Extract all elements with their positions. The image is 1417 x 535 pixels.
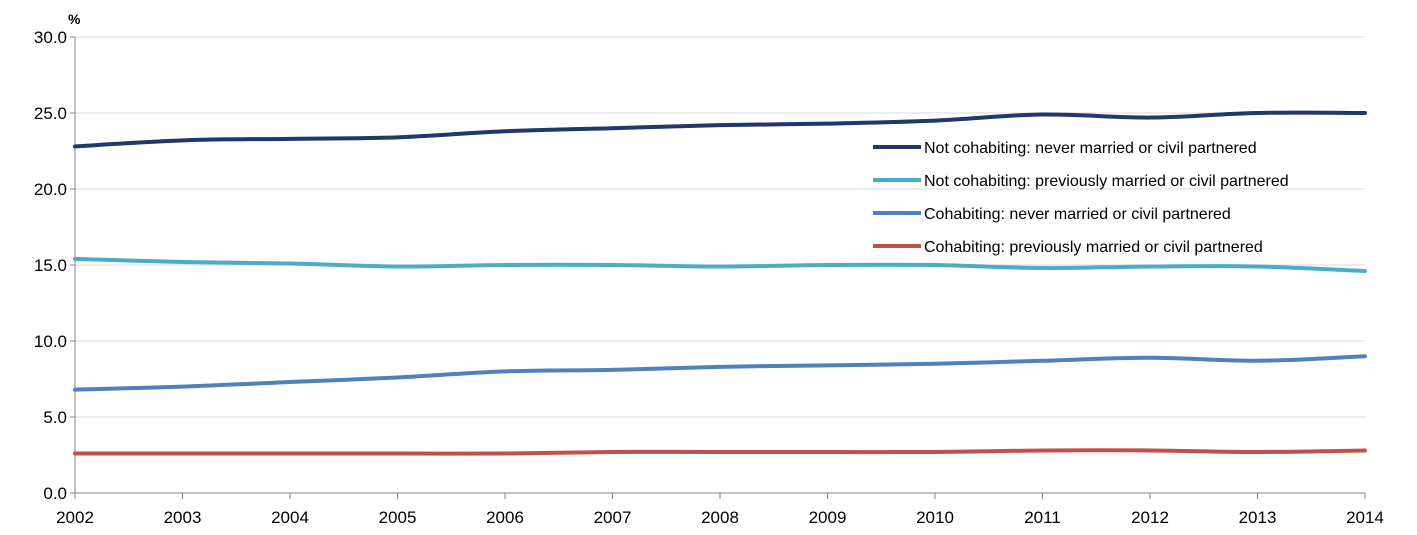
legend-item: Cohabiting: never married or civil partn…: [873, 206, 1231, 223]
y-tick-label: 5.0: [43, 408, 67, 427]
axes: [70, 36, 1366, 499]
x-axis-tick-labels: 2002 2003 2004 2005 2006 2007 2008 2009 2010 2011…: [56, 508, 1384, 527]
series-line-4: [73, 448, 1367, 456]
x-tick-label: 2014: [1346, 508, 1384, 527]
y-tick-label: 25.0: [34, 104, 67, 123]
x-tick-label: 2002: [56, 508, 94, 527]
x-tick-label: 2003: [164, 508, 202, 527]
x-tick-label: 2011: [1024, 508, 1061, 527]
legend-label: Cohabiting: previously married or civil …: [924, 239, 1263, 256]
series-line-3: [73, 354, 1367, 392]
y-tick-label: 0.0: [43, 484, 67, 503]
x-tick-label: 2008: [701, 508, 739, 527]
y-tick-label: 10.0: [34, 332, 67, 351]
y-tick-label: 20.0: [34, 180, 67, 199]
series-lines: [73, 110, 1367, 456]
y-axis-unit-label: %: [68, 11, 81, 27]
y-tick-label: 30.0: [34, 28, 67, 47]
series-line-2: [73, 256, 1367, 274]
x-tick-label: 2006: [486, 508, 524, 527]
legend-label: Not cohabiting: previously married or ci…: [924, 173, 1289, 190]
y-axis-tick-labels: 0.0 5.0 10.0 15.0 20.0 25.0 30.0: [34, 28, 67, 503]
x-tick-label: 2005: [379, 508, 417, 527]
y-tick-label: 15.0: [34, 256, 67, 275]
legend-item: Not cohabiting: never married or civil p…: [873, 140, 1257, 157]
series-line-1: [73, 110, 1367, 149]
x-tick-label: 2009: [809, 508, 847, 527]
legend-label: Cohabiting: never married or civil partn…: [924, 206, 1231, 223]
x-tick-label: 2007: [594, 508, 632, 527]
x-tick-label: 2004: [271, 508, 309, 527]
x-tick-label: 2012: [1131, 508, 1169, 527]
legend-item: Cohabiting: previously married or civil …: [873, 239, 1263, 256]
legend-item: Not cohabiting: previously married or ci…: [873, 173, 1289, 190]
x-tick-label: 2013: [1239, 508, 1277, 527]
x-tick-label: 2010: [916, 508, 954, 527]
legend-label: Not cohabiting: never married or civil p…: [924, 140, 1257, 157]
legend: Not cohabiting: never married or civil p…: [873, 140, 1289, 256]
